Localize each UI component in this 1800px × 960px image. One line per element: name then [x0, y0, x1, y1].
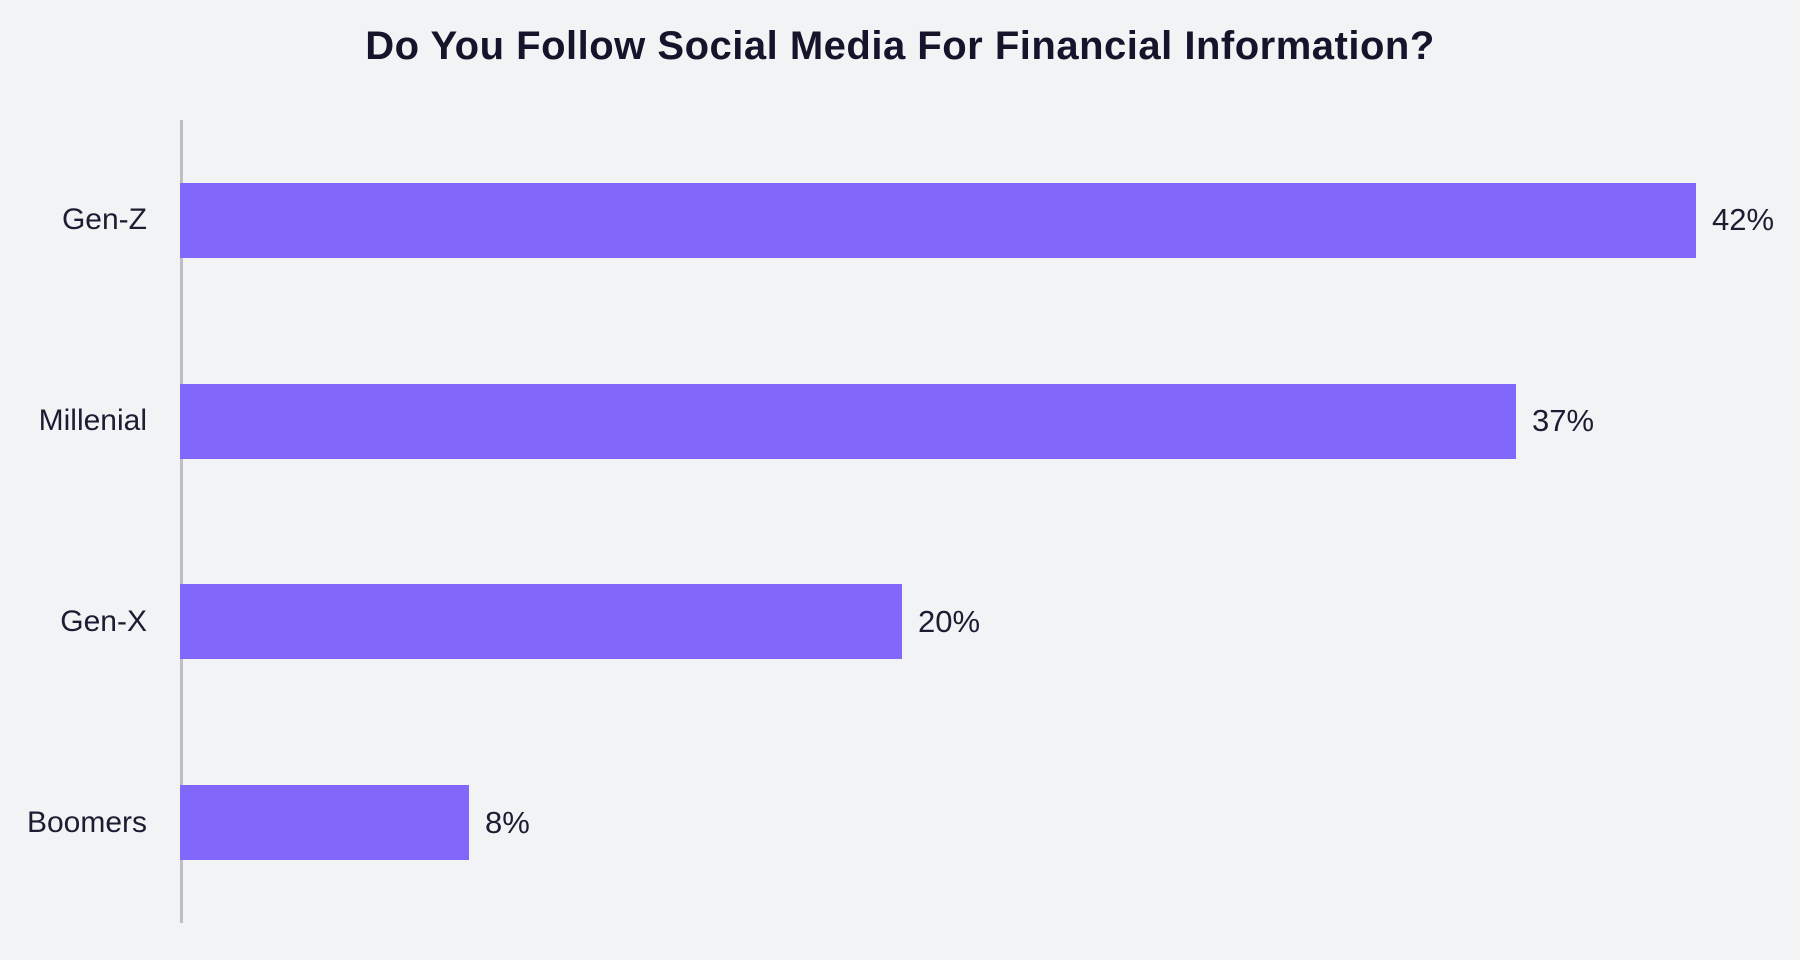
value-label-millenial: 37%: [1532, 403, 1595, 439]
category-label-millenial: Millenial: [38, 404, 147, 438]
category-label-boomers: Boomers: [26, 805, 147, 839]
bar-row-millenial: Millenial 37%: [0, 321, 1800, 522]
y-axis-line: [180, 120, 183, 923]
category-label-gen-z: Gen-Z: [61, 203, 147, 237]
bar-millenial: [180, 383, 1516, 459]
bar-rows: Gen-Z 42% Millenial 37% Gen-X 20% Boomer…: [0, 120, 1800, 923]
value-label-gen-z: 42%: [1712, 202, 1775, 238]
bar-row-boomers: Boomers 8%: [0, 722, 1800, 923]
bar-row-gen-z: Gen-Z 42%: [0, 120, 1800, 321]
bar-gen-x: [180, 584, 902, 660]
value-label-gen-x: 20%: [918, 603, 981, 639]
bar-boomers: [180, 785, 469, 861]
chart-title: Do You Follow Social Media For Financial…: [365, 24, 1435, 68]
bar-row-gen-x: Gen-X 20%: [0, 522, 1800, 723]
category-label-gen-x: Gen-X: [60, 604, 147, 638]
bar-gen-z: [180, 182, 1696, 258]
plot-area: Gen-Z 42% Millenial 37% Gen-X 20% Boomer…: [0, 120, 1800, 923]
value-label-boomers: 8%: [485, 804, 530, 840]
